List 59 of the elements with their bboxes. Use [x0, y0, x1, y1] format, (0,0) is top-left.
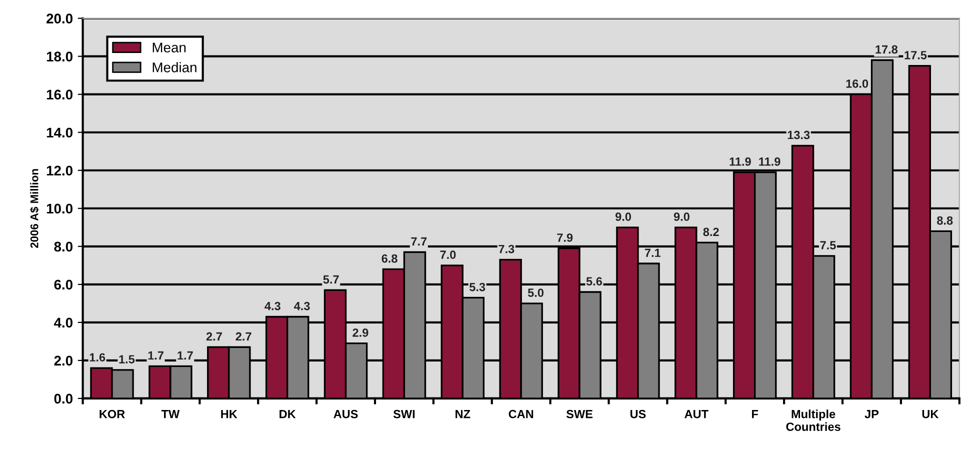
data-label: 8.2: [703, 228, 719, 236]
x-tick-label: DK: [280, 410, 296, 418]
data-label: 2.9: [352, 328, 368, 337]
x-tick-label: AUS: [334, 410, 358, 418]
data-label: 7.7: [411, 237, 427, 246]
data-label: 5.0: [528, 288, 544, 297]
data-label: 16.0: [846, 79, 868, 88]
x-tick-label: Multiple Countries: [786, 410, 840, 431]
x-tick-label: CAN: [508, 410, 534, 418]
y-tick-label: 10.0: [46, 204, 72, 214]
data-label: 9.0: [674, 212, 690, 221]
data-label: 5.3: [469, 282, 486, 292]
y-tick-label: 8.0: [54, 242, 72, 252]
data-label: 2.7: [206, 332, 222, 341]
x-tick-label: TW: [161, 410, 180, 418]
data-label: 7.1: [644, 248, 661, 257]
data-label: 17.8: [876, 45, 898, 54]
x-tick-label: AUT: [684, 410, 708, 418]
data-label: 1.6: [90, 353, 106, 362]
x-tick-label: US: [630, 410, 646, 418]
y-axis-title: 2006 A$ Million: [30, 169, 39, 248]
data-label: 17.5: [904, 51, 927, 60]
x-tick-label: F: [752, 410, 758, 418]
y-tick-label: 4.0: [54, 318, 72, 328]
y-tick-label: 2.0: [54, 356, 72, 366]
data-label: 5.6: [586, 277, 602, 286]
y-tick-label: 6.0: [54, 280, 72, 290]
data-label: 11.9: [730, 157, 751, 166]
x-tick-label: SWE: [566, 410, 593, 418]
data-label: 5.7: [323, 275, 339, 284]
y-tick-label: 18.0: [46, 52, 72, 62]
data-label: 8.8: [937, 216, 953, 225]
data-label: 7.5: [820, 241, 836, 250]
data-label: 1.7: [148, 351, 164, 360]
x-tick-label: HK: [221, 410, 238, 418]
data-label: 13.3: [788, 130, 810, 140]
data-label: 11.9: [759, 157, 780, 166]
y-tick-label: 0.0: [54, 394, 72, 404]
legend-label: Mean: [152, 42, 186, 52]
data-label: 1.5: [119, 355, 135, 364]
data-label: 7.0: [440, 250, 456, 259]
data-label: 4.3: [294, 302, 310, 310]
data-label: 6.8: [382, 254, 398, 263]
y-tick-label: 16.0: [46, 90, 72, 100]
y-tick-label: 20.0: [46, 14, 72, 24]
data-label: 1.7: [178, 351, 193, 360]
data-label: 2.7: [236, 332, 252, 341]
x-tick-label: UK: [922, 410, 939, 418]
y-tick-label: 12.0: [46, 166, 72, 176]
data-label: 4.3: [264, 302, 280, 310]
data-label: 7.3: [498, 244, 514, 254]
legend-label: Median: [152, 62, 196, 72]
x-tick-label: KOR: [100, 410, 125, 418]
data-label: 7.9: [557, 233, 573, 242]
x-tick-label: SWI: [393, 410, 415, 418]
x-tick-label: JP: [864, 410, 879, 418]
data-label: 9.0: [615, 212, 632, 221]
x-tick-label: NZ: [456, 410, 470, 418]
y-tick-label: 14.0: [46, 128, 72, 138]
